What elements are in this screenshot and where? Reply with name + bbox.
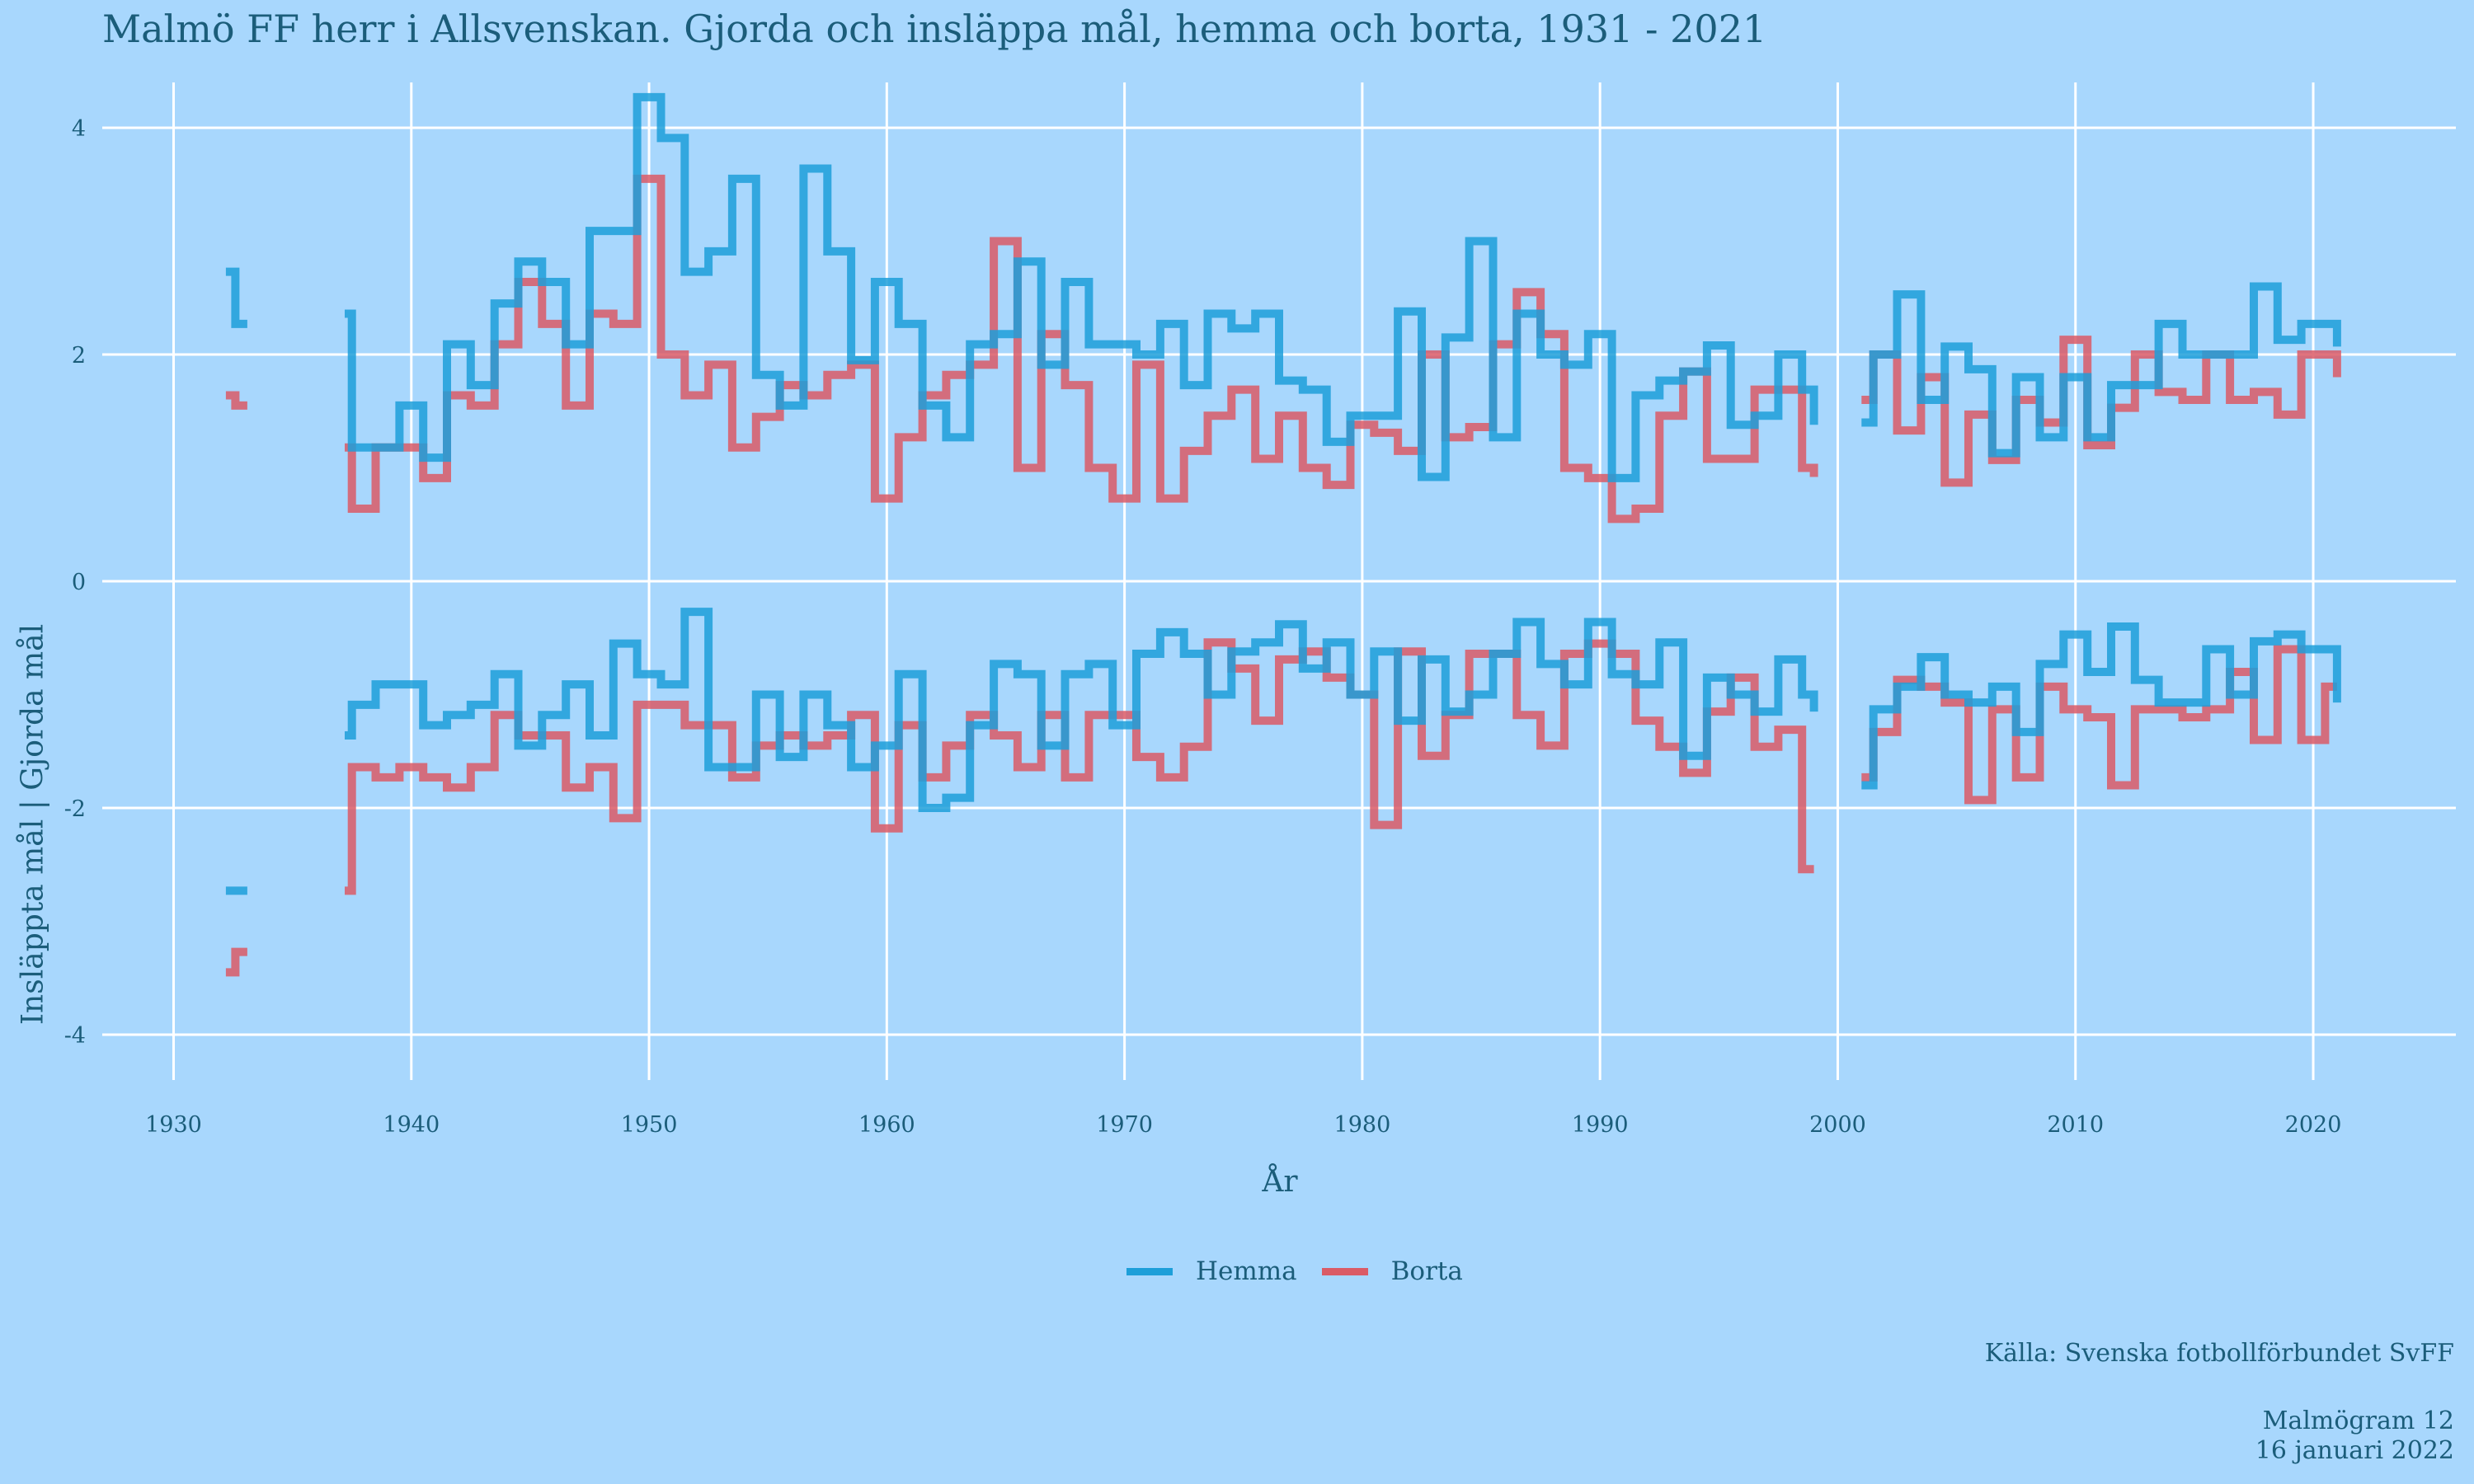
x-tick-labels: 1930 1940 1950 1960 1970 1980 1990 2000 2010 2020: [145, 1112, 2341, 1138]
y-tick-label: -2: [64, 796, 86, 822]
author-caption: Malmögram 12: [2262, 1407, 2454, 1435]
x-tick-label: 2020: [2285, 1112, 2342, 1138]
series-line-borta-conceded: [225, 947, 247, 977]
series-line-hemma-conceded: [345, 608, 1818, 812]
legend-item-hemma: Hemma: [1126, 1256, 1297, 1286]
x-tick-label: 1940: [383, 1112, 440, 1138]
series-line-hemma-scored: [345, 92, 1818, 482]
x-tick-label: 1970: [1096, 1112, 1153, 1138]
legend-label-hemma: Hemma: [1196, 1256, 1297, 1286]
y-tick-label: 2: [72, 343, 86, 369]
x-tick-label: 1980: [1334, 1112, 1391, 1138]
y-tick-label: 0: [72, 570, 86, 595]
x-tick-label: 1950: [621, 1112, 678, 1138]
series-line-borta-conceded: [345, 638, 1814, 895]
y-tick-label: 4: [72, 116, 86, 142]
legend-item-borta: Borta: [1321, 1256, 1463, 1286]
legend: Hemma Borta: [1126, 1256, 1488, 1286]
y-axis-label: Insläppta mål | Gjorda mål: [16, 623, 50, 1026]
source-caption: Källa: Svenska fotbollförbundet SvFF: [1984, 1339, 2454, 1368]
series-line-borta-conceded: [1861, 645, 2337, 805]
x-tick-label: 1960: [858, 1112, 915, 1138]
series-line-hemma-scored: [225, 267, 247, 328]
series-line-hemma-conceded: [1861, 622, 2341, 790]
series-line-borta-scored: [1861, 336, 2341, 487]
x-axis-label: År: [1262, 1165, 1298, 1199]
grid: [102, 82, 2456, 1080]
x-tick-label: 2000: [1809, 1112, 1866, 1138]
legend-label-borta: Borta: [1390, 1256, 1463, 1286]
series-layer: [225, 92, 2341, 977]
series-line-borta-scored: [345, 174, 1818, 524]
series-line-borta-scored: [225, 391, 247, 410]
x-tick-label: 2010: [2047, 1112, 2104, 1138]
date-caption: 16 januari 2022: [2255, 1436, 2454, 1465]
footer: Malmögram 12 16 januari 2022: [2255, 1407, 2454, 1466]
chart-title: Malmö FF herr i Allsvenskan. Gjorda och …: [102, 7, 1767, 51]
legend-swatch-borta: [1321, 1267, 1368, 1275]
series-line-hemma-scored: [1861, 282, 2341, 458]
x-tick-label: 1930: [145, 1112, 202, 1138]
y-tick-labels: -4 -2 0 2 4: [64, 116, 86, 1049]
x-tick-label: 1990: [1572, 1112, 1629, 1138]
y-tick-label: -4: [64, 1023, 86, 1049]
legend-swatch-hemma: [1126, 1267, 1173, 1275]
